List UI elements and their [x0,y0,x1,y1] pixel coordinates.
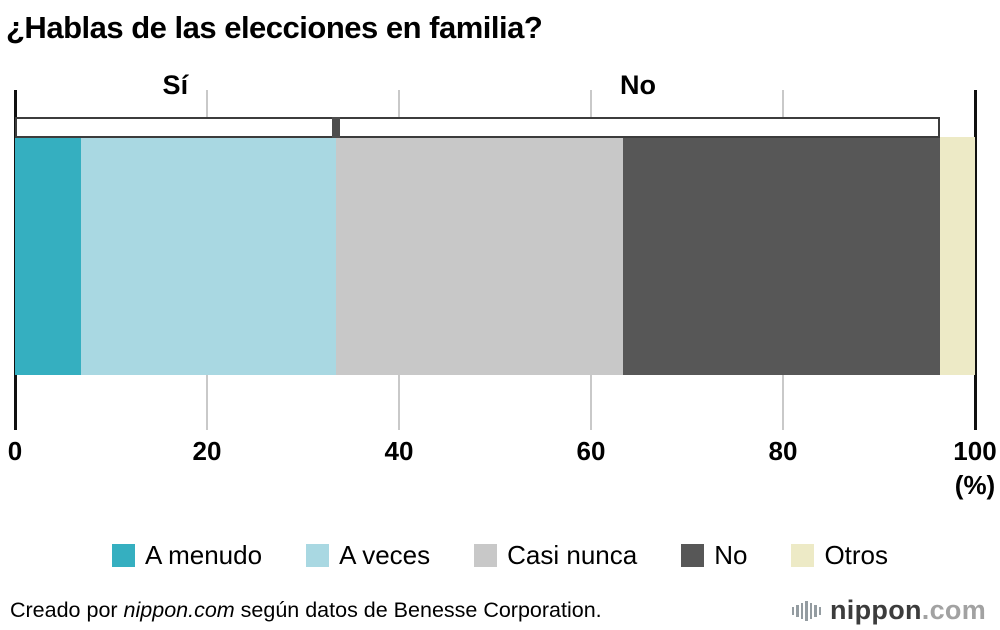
bar-segment-otros [940,137,975,375]
credit-text: Creado por nippon.com según datos de Ben… [10,598,602,623]
tick-label-40: 40 [384,436,414,466]
legend-swatch-otros [791,544,815,567]
group-label-no: No [620,70,657,100]
plot-area [13,90,977,430]
footer: Creado por nippon.com según datos de Ben… [10,595,986,626]
legend-item-no: No [681,540,747,571]
legend-swatch-a-veces [306,544,330,567]
legend-label-otros: Otros [824,540,889,570]
axis-unit-label: (%) [954,470,996,500]
credit-prefix: Creado por [10,598,124,622]
legend-swatch-casi-nunca [474,544,498,567]
stacked-bar [15,137,975,375]
stacked-bar-chart: Sí No 0 20 40 60 80 100 (%) [8,70,997,500]
credit-suffix: según datos de Benesse Corporation. [234,598,602,622]
tick-label-20: 20 [192,436,222,466]
bracket-no [335,117,941,138]
chart-title: ¿Hablas de las elecciones en familia? [6,10,543,45]
legend-label-no: No [714,540,748,570]
legend-swatch-no [681,544,705,567]
legend: A menudo A veces Casi nunca No Otros [0,540,1000,571]
bar-segment-casi-nunca [335,137,623,375]
group-label-si: Sí [162,70,189,100]
x-axis-tick-labels: 0 20 40 60 80 100 [8,436,997,468]
axis-line-100 [973,90,977,430]
legend-label-casi-nunca: Casi nunca [507,540,638,570]
legend-item-a-veces: A veces [306,540,430,571]
bar-segment-a-menudo [15,137,82,375]
legend-item-casi-nunca: Casi nunca [474,540,637,571]
tick-label-100: 100 [953,436,997,466]
logo-wordmark: nippon.com [830,595,986,626]
legend-swatch-a-menudo [111,544,135,567]
nippon-logo: nippon.com [791,595,986,626]
bracket-si [15,117,336,138]
tick-label-0: 0 [7,436,23,466]
tick-label-80: 80 [768,436,798,466]
logo-text-com: .com [921,595,986,625]
bar-segment-no [622,137,941,375]
tick-label-60: 60 [576,436,606,466]
legend-item-a-menudo: A menudo [111,540,263,571]
logo-text-nippon: nippon [830,595,922,625]
legend-label-a-menudo: A menudo [144,540,263,570]
credit-source: nippon.com [123,598,235,622]
bar-segment-a-veces [81,137,336,375]
brackets-layer [15,90,975,430]
soundwave-icon [791,600,822,621]
legend-label-a-veces: A veces [339,540,431,570]
bracket-divider [331,117,340,138]
legend-item-otros: Otros [791,540,888,571]
